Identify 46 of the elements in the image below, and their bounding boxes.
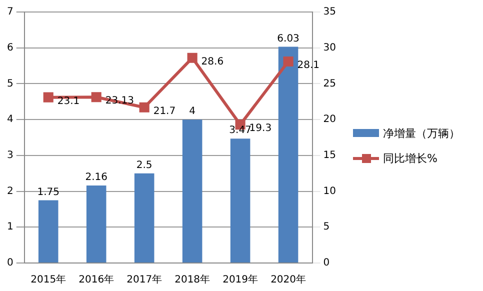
y-tick-label: 6	[6, 42, 14, 54]
data-label: 23.1	[57, 96, 80, 107]
bar	[230, 138, 250, 262]
data-label: 3.47	[229, 125, 252, 136]
point	[283, 56, 294, 67]
data-label: 28.1	[297, 60, 320, 72]
y2-tick-label: 15	[323, 150, 336, 162]
data-label: 21.7	[153, 106, 176, 117]
point	[43, 92, 54, 102]
y2-tick-label: 35	[323, 6, 336, 18]
y2-tick-label: 20	[323, 114, 336, 126]
data-label: 2.16	[85, 172, 108, 184]
legend-label: 同比增长%	[383, 150, 438, 166]
x-tick-label: 2019年	[222, 274, 258, 286]
bar	[134, 173, 154, 262]
legend-label: 净增量（万辆）	[383, 126, 460, 140]
x-tick-label: 2015年	[30, 274, 66, 286]
data-label: 28.6	[201, 56, 224, 68]
y2-tick-label: 5	[323, 222, 330, 233]
bar	[182, 120, 202, 262]
data-label: 1.75	[37, 186, 60, 198]
data-label: 4	[189, 106, 196, 118]
y-tick-label: 1	[6, 222, 14, 233]
data-label: 2.5	[136, 160, 152, 171]
point	[91, 92, 102, 102]
y2-tick-label: 25	[323, 78, 336, 90]
y-tick-label: 7	[6, 6, 14, 18]
y-tick-label: 3	[6, 150, 14, 162]
point	[187, 52, 198, 63]
y2-tick-label: 0	[323, 258, 330, 269]
bar	[278, 46, 298, 262]
y-tick-label: 5	[6, 78, 14, 90]
x-tick-label: 2016年	[78, 274, 114, 286]
y2-tick-label: 10	[323, 186, 336, 197]
x-tick-label: 2017年	[126, 274, 162, 286]
bar	[86, 186, 106, 262]
point	[139, 102, 150, 112]
y-tick-label: 0	[6, 258, 14, 269]
x-tick-label: 2018年	[174, 274, 210, 286]
bar	[38, 200, 58, 262]
data-label: 19.3	[249, 123, 272, 134]
y-tick-label: 2	[6, 186, 14, 197]
x-tick-label: 2020年	[270, 274, 306, 286]
y2-tick-label: 30	[323, 42, 336, 54]
y-tick-label: 4	[6, 114, 14, 126]
data-label: 6.03	[277, 33, 300, 44]
